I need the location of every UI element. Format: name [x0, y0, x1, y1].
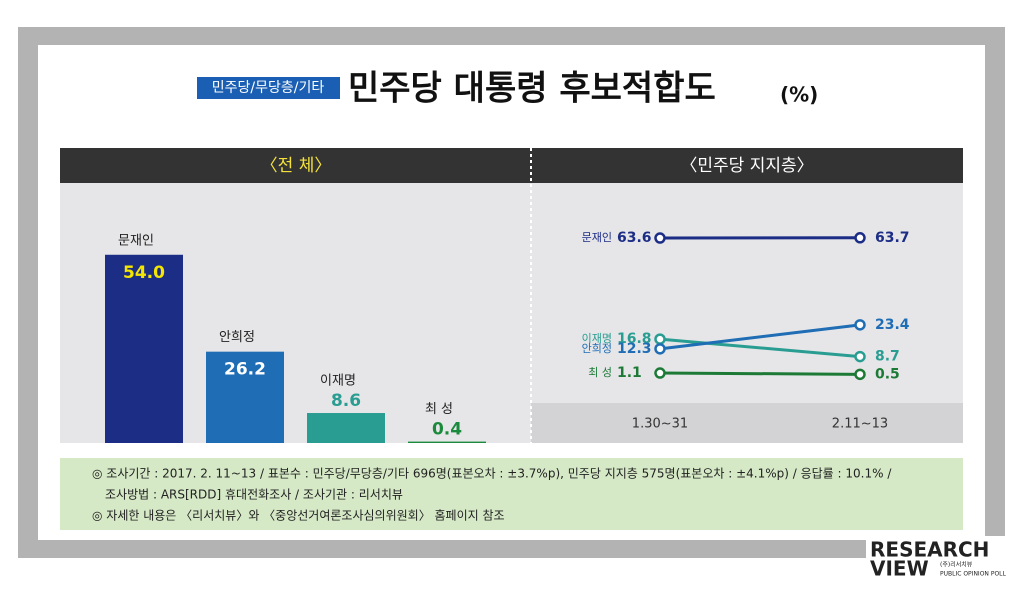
category-label: 안희정 [219, 330, 255, 345]
line-chart-title: 〈민주당 지지층〉 [680, 156, 813, 176]
point [654, 333, 666, 345]
series-name: 문재인 [582, 231, 612, 244]
bar-label: 26.2 [224, 360, 266, 380]
value-label: 0.5 [875, 366, 900, 382]
value-label: 63.7 [875, 230, 910, 246]
value-label: 12.3 [617, 341, 652, 357]
note: ◎ 자세한 내용은 〈리서치뷰〉와 〈중앙선거여론조사심의위원회〉 홈페이지 참… [92, 509, 505, 523]
value-label: 23.4 [875, 317, 910, 333]
header-bar [60, 148, 963, 183]
tag: 민주당/무당층/기타 [212, 80, 325, 96]
logo-tagline: PUBLIC OPINION POLL [940, 571, 1007, 578]
logo-company: (주)리서치뷰 [940, 561, 973, 569]
note: ◎ 조사기간 : 2017. 2. 11~13 / 표본수 : 민주당/무당층/… [92, 467, 892, 481]
series-name: 안희정 [582, 342, 612, 355]
value-label: 16.8 [617, 331, 652, 347]
category-label: 최 성 [425, 402, 453, 417]
point [854, 368, 866, 381]
bar [408, 441, 486, 443]
bar [206, 351, 284, 443]
point [654, 232, 666, 244]
title: 민주당 대통령 후보적합도 [348, 69, 716, 109]
series-line [659, 323, 861, 351]
bar-label: 8.6 [331, 391, 361, 411]
unit: (%) [780, 83, 818, 107]
value-label: 1.1 [617, 365, 642, 381]
series-line [659, 371, 861, 376]
bar-chart-title: 〈전 체〉 [261, 156, 332, 176]
category-label: 문재인 [118, 233, 154, 248]
bar [307, 413, 385, 443]
point [654, 367, 666, 379]
series-name: 최 성 [588, 366, 612, 379]
bar [105, 254, 183, 443]
category-label: 이재명 [320, 374, 356, 389]
logo-text: VIEW [870, 557, 929, 581]
bar-label: 0.4 [432, 420, 462, 440]
value-label: 8.7 [875, 349, 900, 365]
point [854, 350, 866, 363]
note: 조사방법 : ARS[RDD] 휴대전화조사 / 조사기관 : 리서치뷰 [105, 488, 403, 502]
notes-box [60, 458, 963, 530]
x-tick-label: 2.11~13 [832, 417, 888, 432]
point [854, 232, 866, 244]
series-name: 이재명 [582, 332, 612, 345]
point [654, 343, 666, 355]
series-line [659, 337, 861, 359]
x-tick-label: 1.30~31 [632, 417, 688, 432]
point [854, 319, 866, 331]
value-label: 63.6 [617, 230, 652, 246]
bar-label: 54.0 [123, 263, 165, 283]
logo-bg [866, 536, 1006, 582]
logo-text: RESEARCH [870, 538, 989, 562]
tag-box [197, 77, 340, 99]
x-axis-strip [531, 403, 963, 443]
